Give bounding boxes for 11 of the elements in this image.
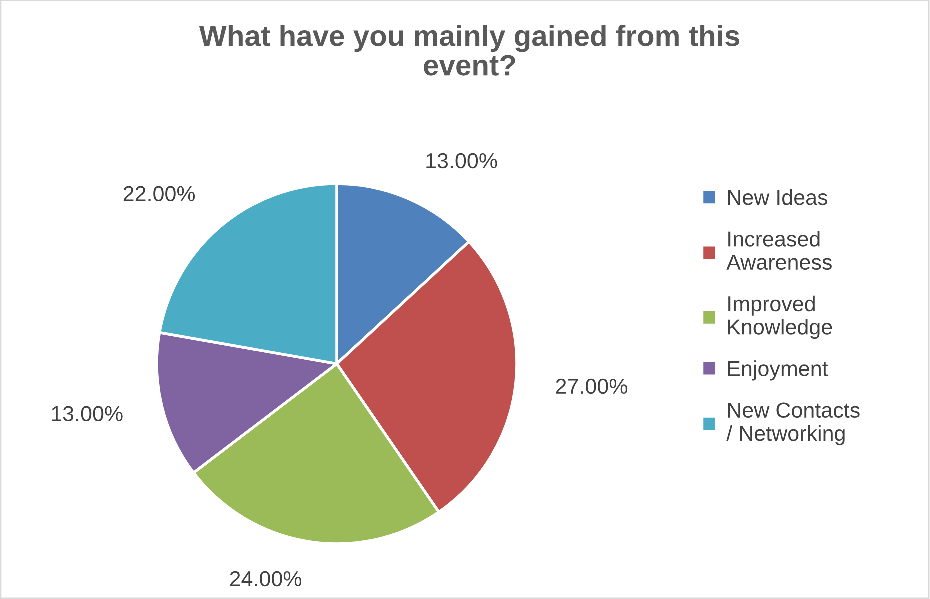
legend-label: New Ideas [728, 189, 828, 206]
legend-label: Improved Knowledge [728, 296, 832, 340]
legend-label: New Contacts / Networking [726, 402, 860, 446]
data-label: 13.00% [52, 406, 123, 422]
chart-title: What have you mainly gained from this event? [199, 25, 740, 76]
data-label: 27.00% [556, 378, 628, 394]
data-label: 22.00% [124, 186, 196, 202]
data-label: 24.00% [230, 571, 302, 587]
legend-label: Increased Awareness [726, 231, 832, 270]
data-label: 13.00% [426, 153, 498, 169]
legend-label: Enjoyment [728, 360, 828, 381]
